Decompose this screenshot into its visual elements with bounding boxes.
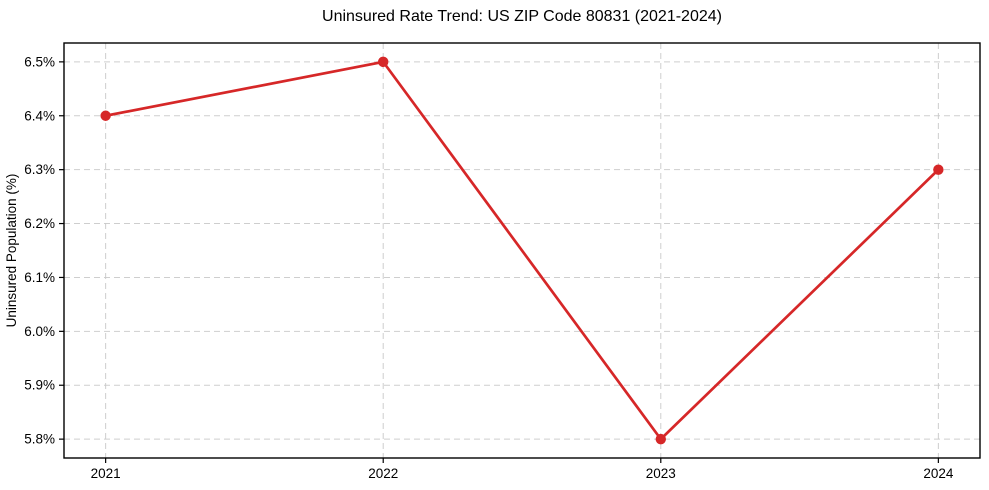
chart-title: Uninsured Rate Trend: US ZIP Code 80831 … xyxy=(322,8,722,25)
data-point-marker xyxy=(100,110,111,121)
y-axis-label: Uninsured Population (%) xyxy=(4,174,19,328)
x-tick-label: 2023 xyxy=(646,466,676,481)
y-tick-label: 6.5% xyxy=(24,54,55,69)
y-tick-label: 6.0% xyxy=(24,324,55,339)
data-point-marker xyxy=(655,433,666,445)
y-tick-label: 5.9% xyxy=(24,378,55,393)
x-tick-label: 2022 xyxy=(368,466,398,481)
x-tick-label: 2024 xyxy=(923,466,954,481)
y-tick-label: 6.1% xyxy=(24,270,55,285)
y-tick-label: 6.3% xyxy=(24,162,55,177)
x-tick-label: 2021 xyxy=(91,466,121,481)
y-tick-label: 5.8% xyxy=(24,432,55,447)
y-tick-label: 6.4% xyxy=(24,108,55,123)
y-tick-label: 6.2% xyxy=(24,216,55,231)
plot-area: 5.8% 5.9% 6.0% 6.1% 6.2% 6.3% 6.4% 6.5% 2021 2022… xyxy=(24,42,981,481)
plot-border xyxy=(63,42,981,459)
data-point-marker xyxy=(378,56,389,68)
data-point-marker xyxy=(933,164,944,175)
trend-line xyxy=(104,60,940,441)
